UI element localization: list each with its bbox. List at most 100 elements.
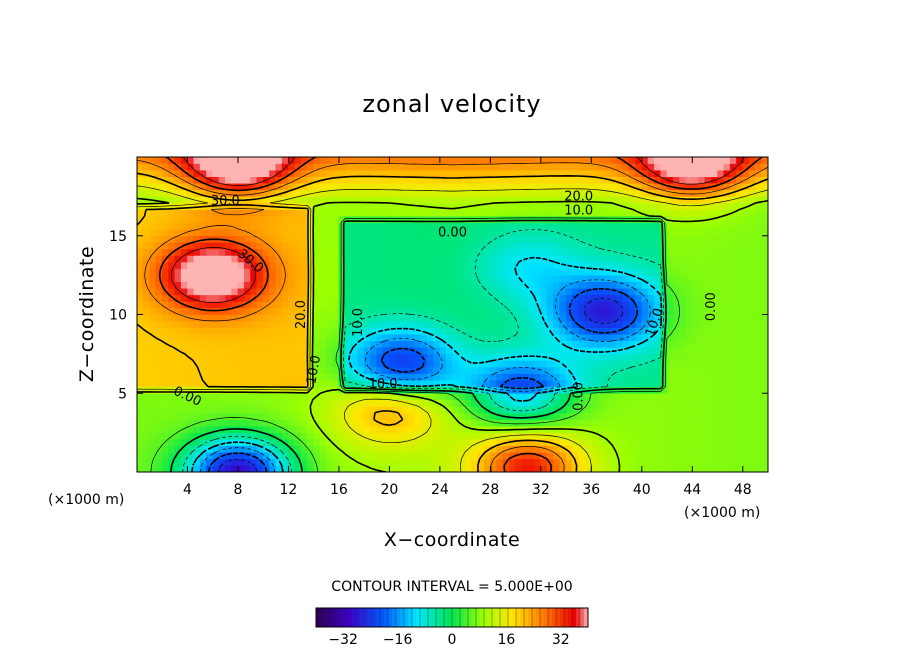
field-cell	[187, 209, 195, 217]
field-cell	[723, 255, 731, 263]
field-cell	[439, 202, 447, 210]
field-cell	[231, 445, 239, 453]
field-cell	[307, 163, 314, 171]
field-cell	[698, 209, 706, 217]
field-cell	[338, 314, 346, 322]
field-cell	[742, 445, 750, 453]
field-cell	[723, 169, 731, 177]
field-cell	[338, 169, 346, 177]
field-cell	[761, 281, 768, 289]
field-cell	[635, 228, 643, 237]
field-cell	[591, 281, 598, 289]
field-cell	[363, 209, 371, 217]
field-cell	[515, 307, 523, 315]
field-cell	[250, 465, 258, 472]
field-cell	[761, 268, 768, 276]
field-cell	[193, 307, 201, 315]
field-cell	[414, 445, 422, 453]
field-cell	[262, 327, 270, 335]
field-cell	[755, 412, 762, 420]
field-cell	[616, 163, 624, 171]
field-cell	[666, 281, 674, 289]
field-cell	[433, 392, 441, 401]
field-cell	[603, 399, 611, 407]
field-cell	[382, 314, 390, 322]
field-cell	[225, 169, 232, 177]
field-cell	[572, 163, 579, 171]
field-cell	[199, 379, 207, 387]
field-cell	[704, 333, 712, 342]
field-cell	[370, 307, 378, 315]
field-cell	[212, 287, 220, 296]
field-cell	[736, 412, 744, 420]
field-cell	[445, 425, 453, 433]
colorbar-cell	[424, 608, 429, 627]
field-cell	[534, 386, 542, 394]
field-cell	[471, 333, 479, 342]
field-cell	[149, 366, 157, 374]
field-cell	[635, 412, 643, 420]
colorbar-cell	[568, 608, 573, 627]
field-cell	[319, 458, 327, 466]
field-cell	[206, 209, 214, 217]
field-cell	[243, 261, 251, 269]
field-cell	[376, 209, 384, 217]
field-cell	[591, 347, 598, 355]
field-cell	[174, 399, 182, 407]
field-cell	[597, 189, 605, 197]
field-cell	[370, 412, 378, 420]
field-cell	[660, 294, 668, 302]
field-cell	[654, 399, 662, 407]
field-cell	[294, 333, 302, 342]
field-cell	[401, 314, 409, 322]
field-cell	[199, 373, 207, 381]
field-cell	[225, 353, 232, 361]
field-cell	[490, 163, 497, 171]
field-cell	[742, 458, 750, 466]
field-cell	[395, 176, 403, 184]
field-cell	[616, 176, 624, 184]
field-cell	[206, 248, 214, 256]
field-cell	[496, 360, 504, 368]
field-cell	[395, 399, 403, 407]
field-cell	[439, 347, 447, 355]
field-cell	[666, 301, 674, 309]
field-cell	[307, 412, 314, 420]
field-cell	[174, 333, 182, 342]
field-cell	[344, 307, 352, 315]
field-cell	[344, 379, 352, 387]
field-cell	[748, 392, 756, 401]
field-cell	[641, 353, 649, 361]
field-cell	[748, 399, 756, 407]
field-cell	[420, 274, 428, 282]
field-cell	[578, 182, 586, 191]
field-cell	[445, 373, 453, 381]
field-cell	[704, 202, 712, 210]
field-cell	[269, 268, 277, 276]
field-cell	[654, 320, 662, 328]
field-cell	[729, 373, 737, 381]
field-cell	[452, 320, 460, 328]
field-cell	[408, 379, 415, 387]
field-cell	[206, 294, 214, 302]
field-cell	[609, 452, 617, 460]
field-cell	[553, 255, 561, 263]
field-cell	[647, 301, 655, 309]
field-cell	[351, 425, 359, 433]
field-cell	[597, 307, 605, 315]
field-cell	[319, 314, 327, 322]
field-cell	[445, 340, 453, 348]
field-cell	[395, 307, 403, 315]
field-cell	[477, 360, 485, 368]
field-cell	[445, 419, 453, 427]
field-cell	[237, 189, 245, 197]
field-cell	[452, 182, 460, 191]
field-cell	[319, 189, 327, 197]
field-cell	[464, 360, 472, 368]
field-cell	[143, 301, 150, 309]
field-cell	[155, 386, 163, 394]
field-cell	[294, 425, 302, 433]
field-cell	[307, 458, 314, 466]
field-cell	[262, 274, 270, 282]
field-cell	[609, 202, 617, 210]
